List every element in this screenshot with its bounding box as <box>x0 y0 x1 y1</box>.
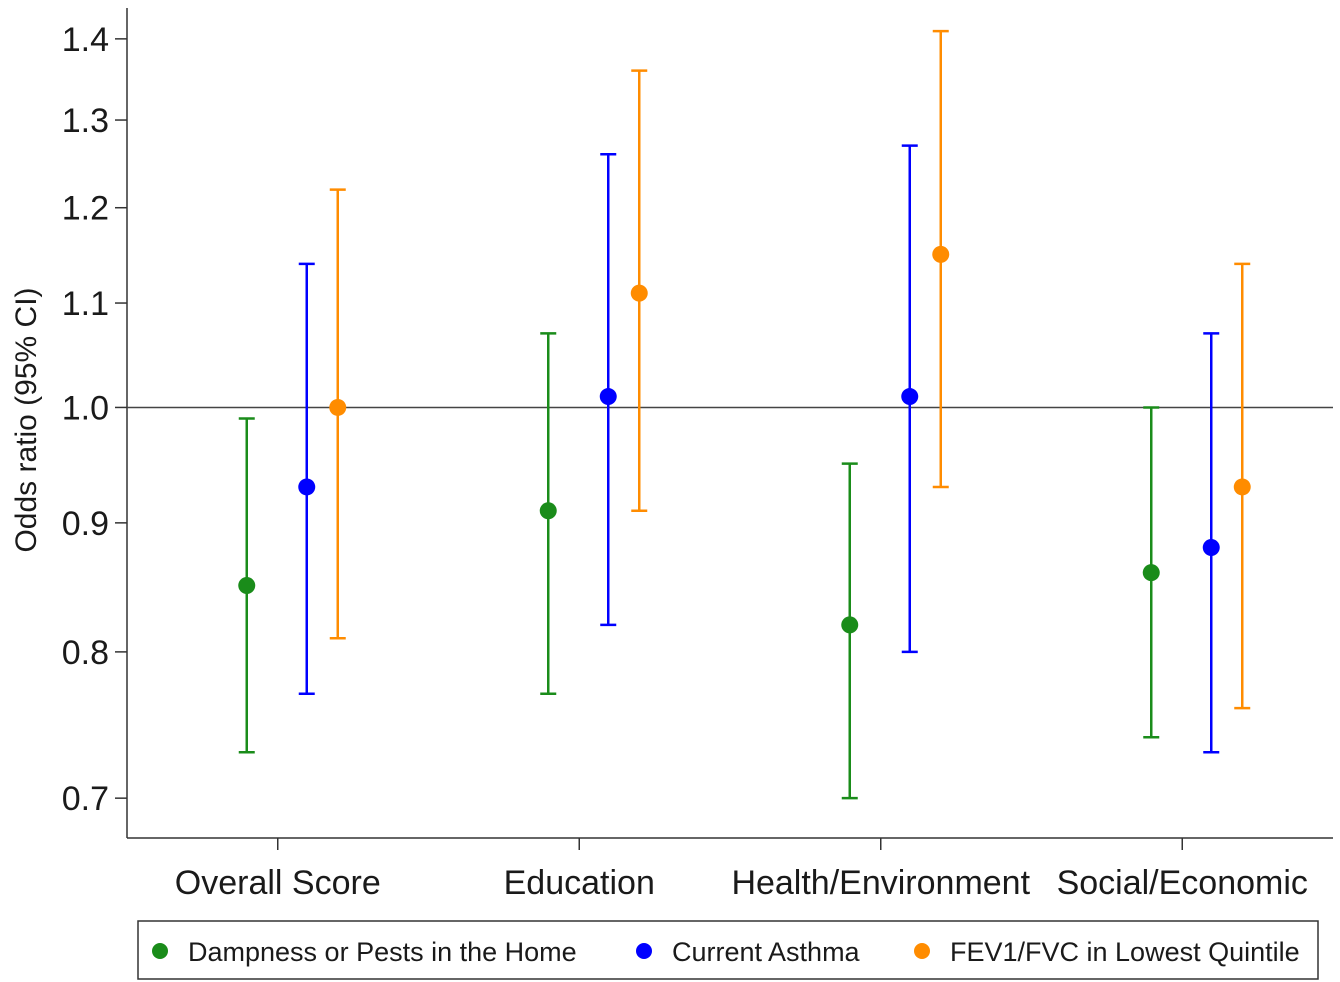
legend-label: Dampness or Pests in the Home <box>188 937 577 967</box>
x-category-label: Education <box>504 864 655 902</box>
x-category-label: Health/Environment <box>731 864 1030 902</box>
odds-ratio-point <box>599 388 617 406</box>
legend-label: FEV1/FVC in Lowest Quintile <box>950 937 1300 967</box>
odds-ratio-point <box>841 616 859 634</box>
x-ticks: Overall Score Education Health/Environment… <box>175 838 1308 902</box>
odds-ratio-point <box>298 478 316 496</box>
legend-items: Dampness or Pests in the Home Current Ast… <box>152 937 1300 967</box>
y-axis-title: Odds ratio (95% CI) <box>10 287 43 552</box>
y-tick-label: 1.3 <box>62 102 109 140</box>
odds-ratio-point <box>329 398 347 416</box>
odds-ratio-point <box>1233 478 1251 496</box>
legend-label: Current Asthma <box>672 937 861 967</box>
odds-ratio-point <box>1202 538 1220 556</box>
odds-ratio-point <box>1142 564 1160 582</box>
odds-ratio-point <box>630 284 648 302</box>
legend-marker <box>152 943 168 959</box>
data-marks <box>238 29 1251 800</box>
x-category-label: Overall Score <box>175 864 381 902</box>
legend: Dampness or Pests in the Home Current Ast… <box>137 920 1319 980</box>
legend-marker <box>914 943 930 959</box>
legend-marker <box>636 943 652 959</box>
legend-box <box>137 920 1319 980</box>
y-tick-label: 0.8 <box>62 634 109 672</box>
odds-ratio-point <box>238 576 256 594</box>
y-tick-label: 1.0 <box>62 389 109 427</box>
x-category-label: Social/Economic <box>1057 864 1308 902</box>
y-ticks: 0.7 0.8 0.9 1.0 1.1 1.2 1.3 1.4 <box>62 21 127 818</box>
y-tick-label: 1.2 <box>62 190 109 228</box>
y-tick-label: 0.9 <box>62 505 109 543</box>
y-tick-label: 1.1 <box>62 285 109 323</box>
y-tick-label: 1.4 <box>62 21 109 59</box>
odds-ratio-point <box>539 502 557 520</box>
y-tick-label: 0.7 <box>62 780 109 818</box>
axes <box>126 8 1333 839</box>
odds-ratio-point <box>901 388 919 406</box>
odds-ratio-point <box>932 245 950 263</box>
